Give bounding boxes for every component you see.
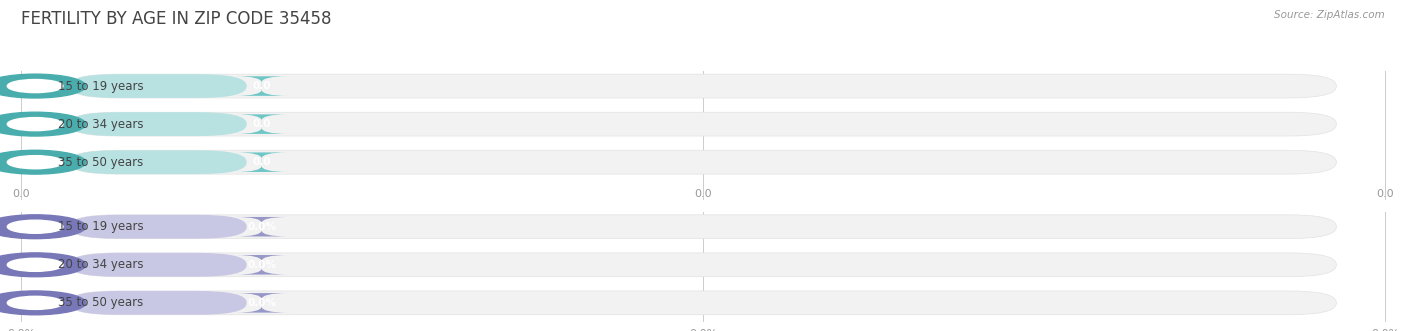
Text: 0.0%: 0.0% — [689, 329, 717, 331]
FancyBboxPatch shape — [235, 114, 288, 134]
FancyBboxPatch shape — [70, 291, 246, 315]
Text: 0.0%: 0.0% — [247, 298, 276, 308]
Circle shape — [0, 215, 86, 239]
FancyBboxPatch shape — [70, 74, 246, 98]
Text: 0.0: 0.0 — [13, 189, 30, 199]
Text: 35 to 50 years: 35 to 50 years — [58, 296, 143, 309]
FancyBboxPatch shape — [70, 253, 246, 277]
Text: 0.0%: 0.0% — [1371, 329, 1399, 331]
Circle shape — [0, 150, 86, 174]
FancyBboxPatch shape — [70, 74, 1336, 98]
Circle shape — [7, 220, 63, 233]
Text: 0.0: 0.0 — [252, 81, 271, 91]
Text: 20 to 34 years: 20 to 34 years — [58, 258, 143, 271]
FancyBboxPatch shape — [235, 293, 288, 313]
FancyBboxPatch shape — [70, 112, 1336, 136]
Circle shape — [7, 296, 63, 309]
Text: 15 to 19 years: 15 to 19 years — [58, 79, 143, 93]
FancyBboxPatch shape — [70, 291, 1336, 315]
FancyBboxPatch shape — [235, 76, 288, 96]
FancyBboxPatch shape — [70, 112, 246, 136]
Text: 0.0%: 0.0% — [247, 260, 276, 270]
Circle shape — [7, 258, 63, 271]
FancyBboxPatch shape — [70, 150, 246, 174]
Text: 0.0: 0.0 — [252, 157, 271, 167]
Text: 15 to 19 years: 15 to 19 years — [58, 220, 143, 233]
Text: Source: ZipAtlas.com: Source: ZipAtlas.com — [1274, 10, 1385, 20]
Circle shape — [0, 112, 86, 136]
FancyBboxPatch shape — [70, 215, 246, 239]
Text: 0.0: 0.0 — [1376, 189, 1393, 199]
FancyBboxPatch shape — [235, 152, 288, 172]
Circle shape — [7, 118, 63, 131]
Circle shape — [7, 79, 63, 93]
Text: 0.0%: 0.0% — [247, 222, 276, 232]
Circle shape — [0, 74, 86, 98]
FancyBboxPatch shape — [235, 217, 288, 237]
Text: FERTILITY BY AGE IN ZIP CODE 35458: FERTILITY BY AGE IN ZIP CODE 35458 — [21, 10, 332, 28]
Circle shape — [0, 291, 86, 315]
Circle shape — [0, 253, 86, 277]
FancyBboxPatch shape — [70, 150, 1336, 174]
FancyBboxPatch shape — [70, 215, 1336, 239]
Text: 20 to 34 years: 20 to 34 years — [58, 118, 143, 131]
Circle shape — [7, 156, 63, 169]
FancyBboxPatch shape — [235, 255, 288, 275]
Text: 0.0%: 0.0% — [7, 329, 35, 331]
Text: 35 to 50 years: 35 to 50 years — [58, 156, 143, 169]
Text: 0.0: 0.0 — [252, 119, 271, 129]
Text: 0.0: 0.0 — [695, 189, 711, 199]
FancyBboxPatch shape — [70, 253, 1336, 277]
